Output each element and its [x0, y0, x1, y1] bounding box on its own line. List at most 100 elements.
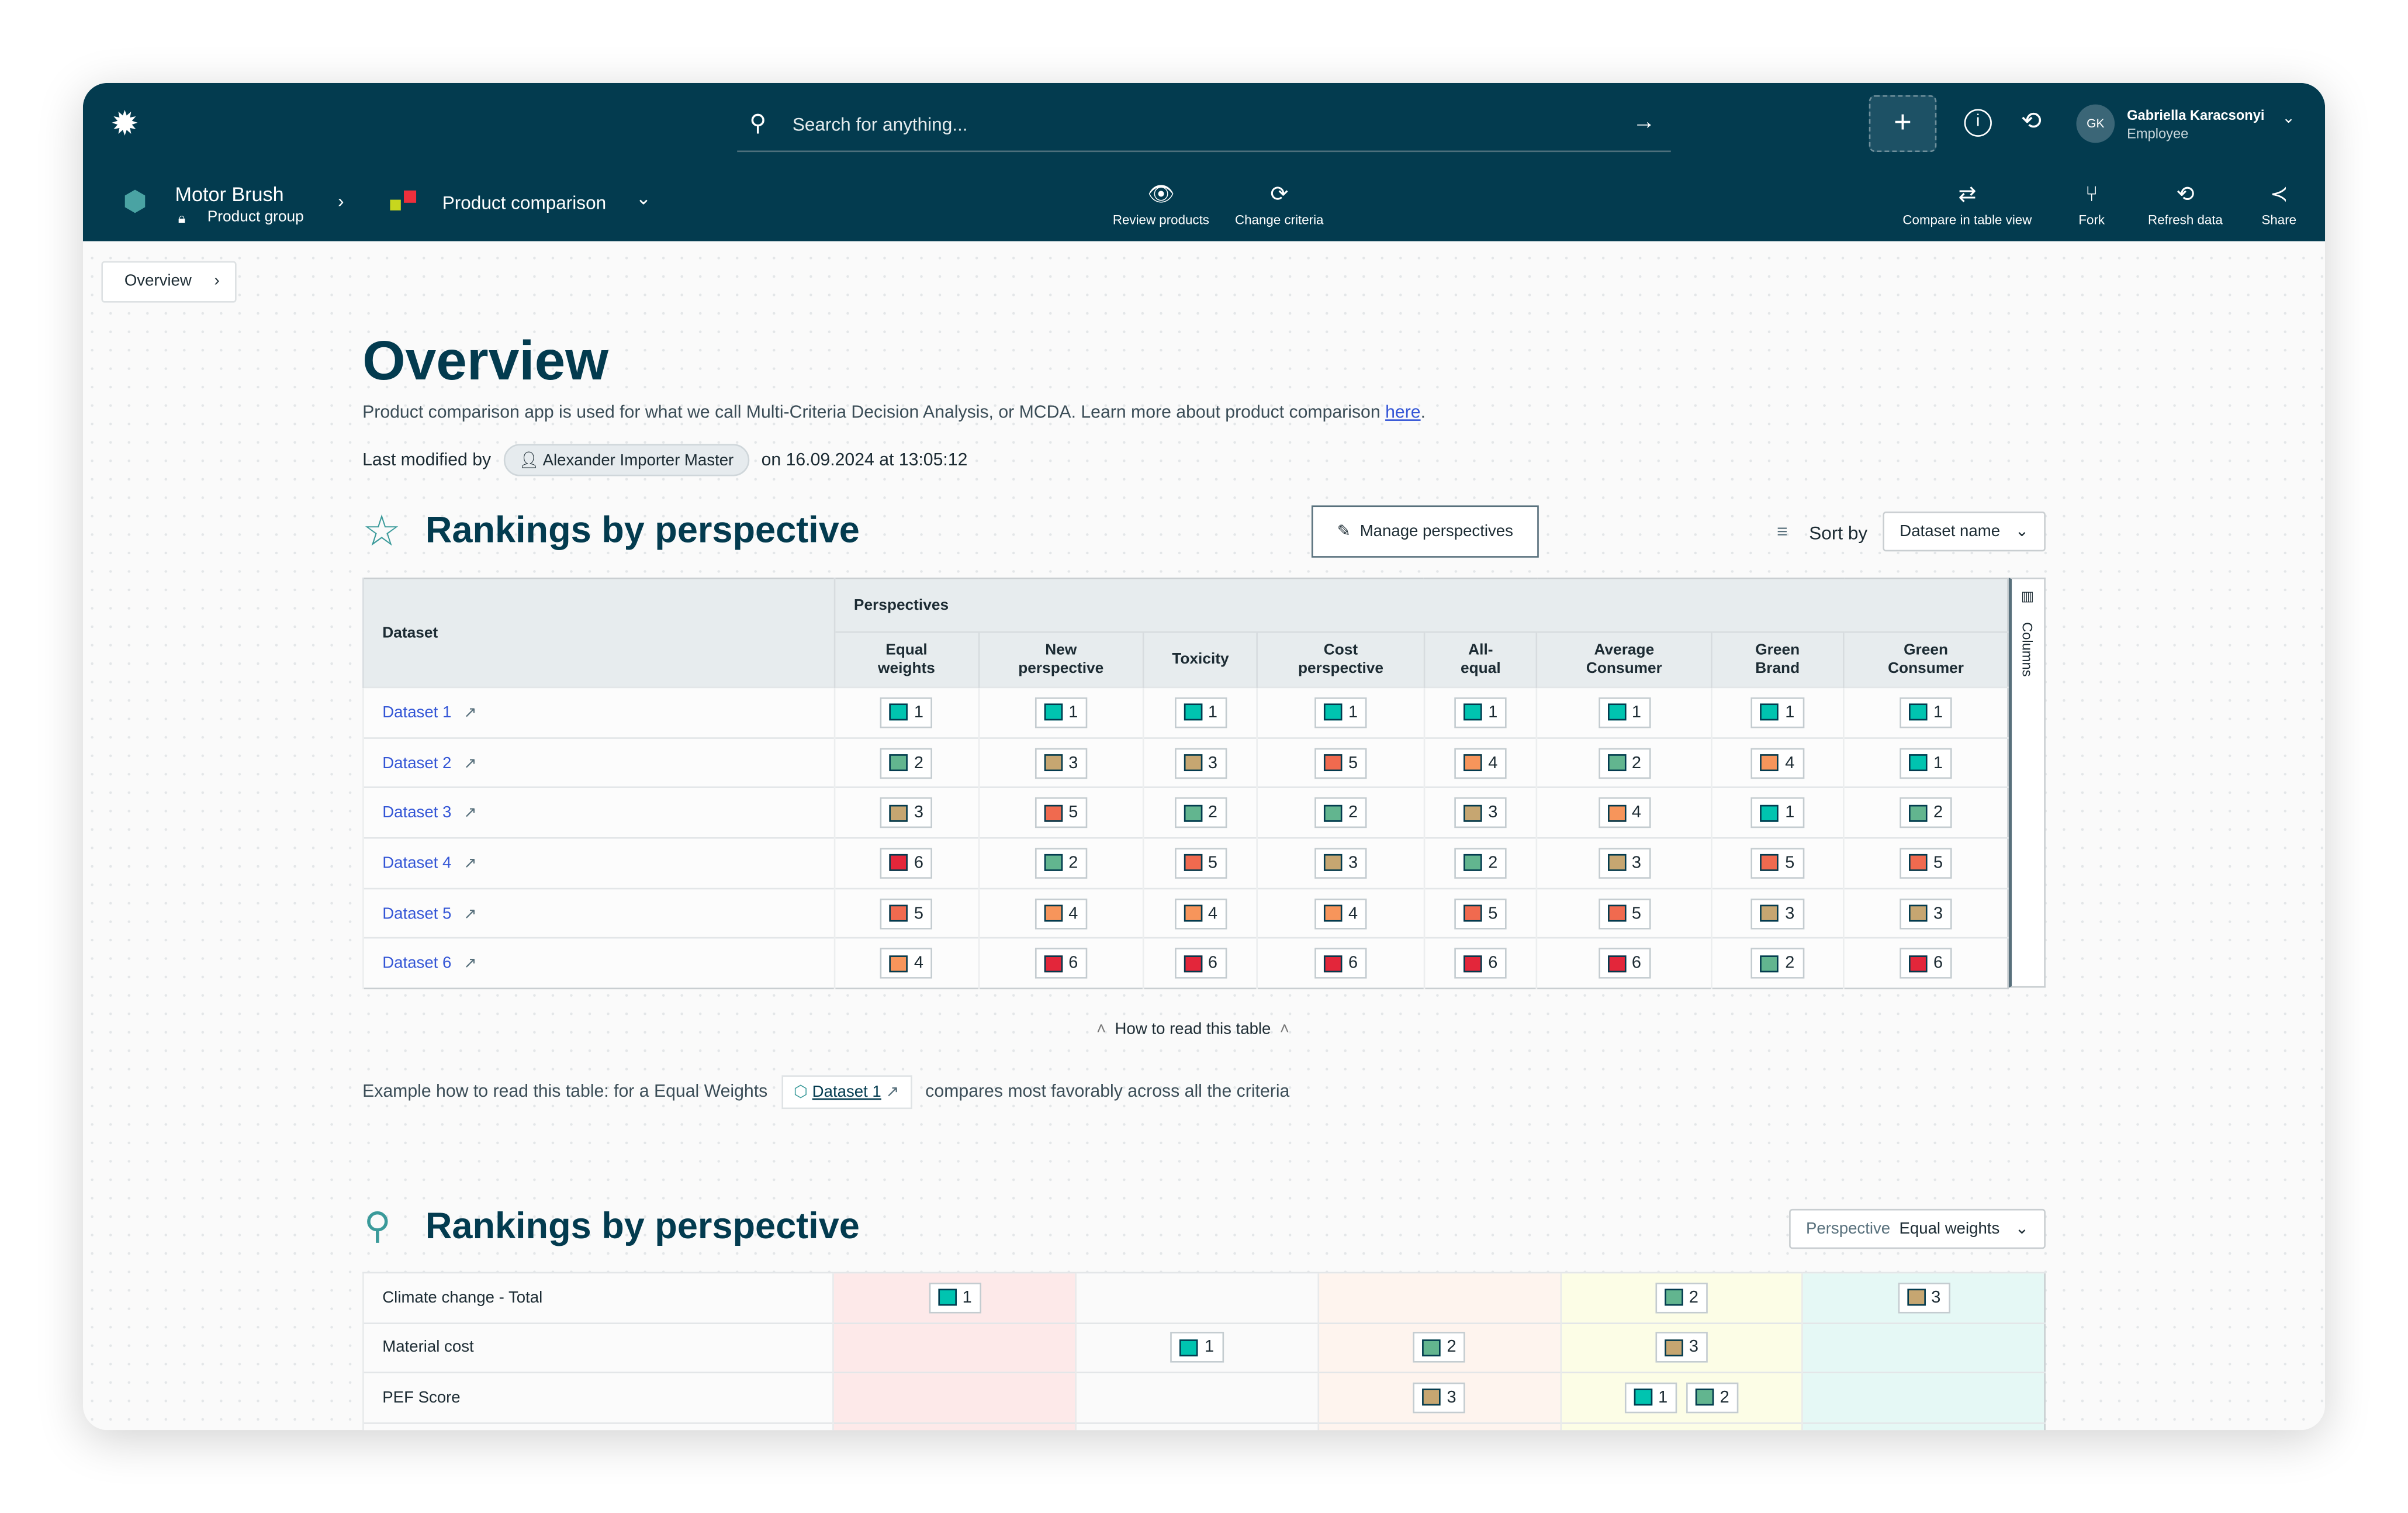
refresh-data-button[interactable]: ⟲ Refresh data — [2148, 181, 2223, 227]
search-input[interactable]: ⚲ Search for anything... → — [737, 101, 1671, 153]
rank-cell — [833, 1422, 1076, 1431]
rank-cell — [1559, 1422, 1803, 1431]
rank-badge: 1 — [1598, 697, 1651, 728]
external-link-icon[interactable]: ↗ — [463, 855, 477, 873]
chevron-right-icon: › — [338, 190, 344, 212]
rank-cell: 3 — [1423, 787, 1537, 838]
dataset-link[interactable]: Dataset 3 — [382, 803, 452, 823]
app-chevron-down-icon[interactable]: ⌄ — [635, 187, 652, 209]
rank-cell: 4 — [1143, 887, 1258, 939]
user-chip[interactable]: 👤︎ Alexander Importer Master — [503, 444, 749, 476]
rank-cell — [833, 1372, 1076, 1423]
external-link-icon[interactable]: ↗ — [885, 1083, 899, 1101]
dataset-link[interactable]: Dataset 2 — [382, 753, 452, 772]
perspective-column-header[interactable]: Cost perspective — [1256, 631, 1424, 688]
fork-button[interactable]: ⑂ Fork — [2078, 181, 2105, 227]
perspective-column-header[interactable]: Green Consumer — [1843, 631, 2008, 688]
perspective-column-header[interactable]: All-equal — [1423, 631, 1537, 688]
example-dataset-chip[interactable]: ⬡ Dataset 1 ↗ — [781, 1075, 912, 1110]
rank-swatch — [1695, 1389, 1714, 1407]
how-to-read-toggle[interactable]: ˄ How to read this table ˄ — [1096, 1020, 1289, 1039]
rank-cell: 3 — [977, 737, 1144, 788]
rank-cell: 5 — [1536, 887, 1711, 939]
add-button[interactable]: + — [1869, 95, 1937, 153]
rank-cell: 2 — [1710, 937, 1844, 989]
rank-cell — [1801, 1422, 2045, 1431]
share-button[interactable]: ≺ Share — [2261, 181, 2297, 227]
dataset-link[interactable]: Dataset 1 — [382, 703, 452, 722]
external-link-icon[interactable]: ↗ — [463, 805, 477, 823]
dataset-cell: Dataset 1 ↗ — [362, 686, 835, 738]
table-row — [362, 1422, 2045, 1431]
chevron-down-icon[interactable]: ⌄ — [2282, 110, 2295, 128]
lock-icon: 🔒︎ — [178, 210, 186, 226]
user-name[interactable]: Gabriella Karacsonyi — [2127, 107, 2265, 123]
rank-cell — [1801, 1322, 2045, 1373]
breadcrumb[interactable]: Overview › — [101, 261, 237, 303]
rank-cell: 3 — [1317, 1372, 1561, 1423]
rank-badge: 2 — [1314, 797, 1367, 828]
perspective-column-header[interactable]: Green Brand — [1710, 631, 1844, 688]
pencil-icon: ✎ — [1337, 522, 1351, 541]
rank-badge: 3 — [1897, 1282, 1950, 1314]
perspective-column-header[interactable]: New perspective — [977, 631, 1144, 688]
search-icon: ⚲ — [749, 110, 767, 137]
top-navigation: ✹ ⚲ Search for anything... → + i ⟲ GK Ga… — [82, 82, 2326, 241]
perspective-dropdown[interactable]: Perspective Equal weights ⌄ — [1789, 1208, 2046, 1249]
rank-cell — [1075, 1272, 1319, 1323]
rank-badge: 1 — [1751, 797, 1804, 828]
perspective-column-header[interactable]: Toxicity — [1143, 631, 1258, 688]
rank-swatch — [1909, 854, 1928, 872]
dataset-cell: Dataset 2 ↗ — [362, 737, 835, 788]
sort-label: Sort by — [1809, 522, 1868, 544]
eye-icon: 👁︎ — [1147, 181, 1175, 206]
rank-cell: 2 — [1423, 837, 1537, 889]
dataset-link[interactable]: Dataset 4 — [382, 854, 452, 873]
external-link-icon[interactable]: ↗ — [463, 906, 477, 923]
page-description: Product comparison app is used for what … — [362, 404, 1426, 423]
product-name[interactable]: Motor Brush — [175, 182, 284, 206]
rank-badge: 2 — [1686, 1382, 1739, 1414]
rank-cell: 4 — [1256, 887, 1424, 939]
rank-cell: 1 — [1256, 686, 1424, 738]
rank-swatch — [1183, 955, 1202, 972]
sort-dropdown[interactable]: Dataset name ⌄ — [1883, 511, 2046, 552]
sync-icon[interactable]: ⟲ — [2020, 109, 2042, 136]
external-link-icon[interactable]: ↗ — [463, 956, 477, 973]
rank-badge: 4 — [1454, 747, 1507, 778]
manage-perspectives-button[interactable]: ✎ Manage perspectives — [1311, 505, 1539, 558]
review-products-button[interactable]: 👁︎ Review products — [1112, 181, 1209, 227]
rank-badge: 5 — [1751, 848, 1804, 879]
rank-swatch — [1464, 754, 1482, 772]
dataset-link[interactable]: Dataset 6 — [382, 954, 452, 973]
dataset-link[interactable]: Dataset 5 — [382, 904, 452, 923]
app-logo-icon[interactable]: ✹ — [110, 104, 139, 143]
rank-cell: 6 — [977, 937, 1144, 989]
refresh-icon: ⟲ — [2176, 181, 2195, 206]
learn-more-link[interactable]: here — [1385, 404, 1421, 423]
rank-cell: 1 — [1075, 1322, 1319, 1373]
columns-panel-toggle[interactable]: ▥ Columns — [2008, 577, 2046, 988]
rank-cell: 5 — [1843, 837, 2008, 889]
rank-badge: 1 — [1171, 1332, 1223, 1363]
change-criteria-button[interactable]: ⟳ Change criteria — [1235, 181, 1324, 227]
rank-badge: 2 — [1413, 1332, 1466, 1363]
breadcrumb-overview[interactable]: Overview — [124, 272, 192, 291]
app-name[interactable]: Product comparison — [442, 192, 607, 214]
section-title: Rankings by perspective — [425, 510, 860, 552]
rank-badge: 3 — [1900, 898, 1952, 929]
info-icon[interactable]: i — [1964, 109, 1992, 137]
rank-swatch — [1183, 804, 1202, 822]
rank-swatch — [1760, 955, 1779, 972]
rank-cell: 4 — [1710, 737, 1844, 788]
perspective-column-header[interactable]: Average Consumer — [1536, 631, 1711, 688]
rank-badge: 5 — [1900, 848, 1952, 879]
table-row: Dataset 1 ↗ 1 1 1 1 1 1 1 1 — [362, 686, 2008, 738]
compare-in-table-view-button[interactable]: ⇄ Compare in table view — [1902, 181, 2032, 227]
external-link-icon[interactable]: ↗ — [463, 755, 477, 772]
external-link-icon[interactable]: ↗ — [463, 704, 477, 722]
perspective-column-header[interactable]: Equal weights — [833, 631, 978, 688]
avatar[interactable]: GK — [2076, 104, 2115, 143]
arrow-right-icon[interactable]: → — [1632, 109, 1656, 136]
rank-swatch — [1044, 704, 1063, 721]
